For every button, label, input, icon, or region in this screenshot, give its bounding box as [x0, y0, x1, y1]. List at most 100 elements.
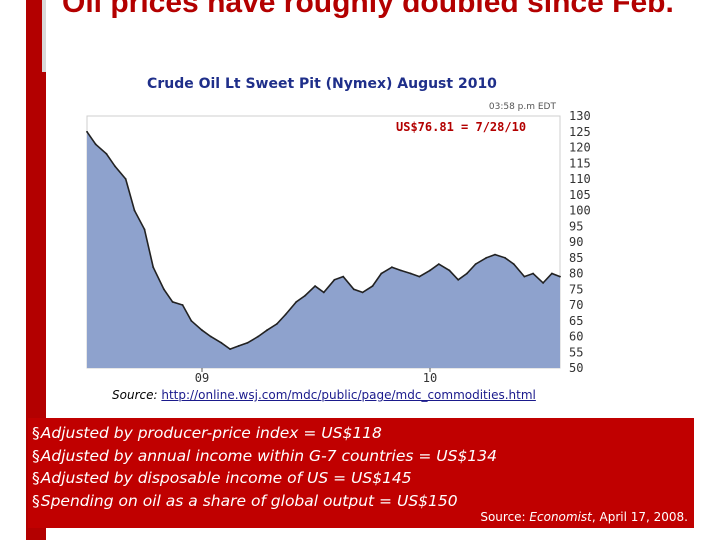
price-point [105, 152, 108, 155]
price-point [152, 266, 155, 269]
y-tick-label: 90 [569, 235, 583, 249]
y-tick-label: 60 [569, 330, 583, 344]
y-tick-label: 85 [569, 251, 583, 265]
price-point [466, 272, 468, 275]
price-point [409, 272, 412, 275]
adjusted-price-text: Adjusted by disposable income of US = US… [40, 469, 412, 487]
accent-bar-highlight [42, 0, 46, 72]
adjusted-price-box: §Adjusted by producer-price index = US$1… [28, 418, 694, 528]
price-point [352, 288, 355, 291]
y-tick-label: 50 [569, 361, 583, 375]
price-point [322, 291, 325, 294]
adjusted-price-text: Spending on oil as a share of global out… [40, 491, 458, 510]
price-point [314, 285, 316, 287]
note-source: Source: Economist, April 17, 2008. [480, 510, 688, 524]
y-tick-label: 115 [569, 156, 591, 170]
price-point [304, 294, 306, 297]
adjusted-price-item: §Adjusted by annual income within G-7 co… [32, 445, 497, 468]
price-point [559, 275, 561, 278]
adjusted-price-item: §Spending on oil as a share of global ou… [32, 490, 497, 513]
y-tick-label: 125 [569, 125, 591, 139]
source-label: Source: [112, 388, 158, 402]
price-point [399, 269, 402, 272]
price-point [474, 263, 477, 265]
price-point [504, 256, 506, 259]
price-point [512, 263, 515, 265]
price-point [448, 269, 451, 272]
price-point [229, 348, 232, 350]
price-point [237, 345, 240, 347]
y-tick-label: 120 [569, 141, 591, 155]
adjusted-price-item: §Adjusted by disposable income of US = U… [32, 467, 497, 490]
price-point [94, 143, 97, 146]
price-point [220, 341, 223, 344]
price-point [295, 301, 298, 303]
price-point [391, 266, 393, 269]
x-tick-label: 10 [423, 371, 437, 385]
y-tick-label: 95 [569, 219, 583, 233]
price-point [171, 301, 174, 303]
adjusted-price-text: Adjusted by annual income within G-7 cou… [40, 446, 497, 465]
price-point [181, 304, 184, 306]
chart-title: Crude Oil Lt Sweet Pit (Nymex) August 20… [147, 76, 497, 92]
price-point [380, 272, 383, 275]
y-tick-label: 100 [569, 204, 591, 218]
price-point [190, 319, 193, 322]
y-tick-label: 65 [569, 314, 583, 328]
price-point [163, 288, 165, 291]
price-point [437, 263, 440, 265]
y-tick-label: 110 [569, 172, 591, 186]
price-point [532, 272, 534, 275]
accent-bar [26, 0, 46, 540]
adjusted-price-list: §Adjusted by producer-price index = US$1… [32, 422, 497, 512]
source-link[interactable]: http://online.wsj.com/mdc/public/page/md… [161, 388, 536, 402]
x-tick-label: 09 [195, 371, 209, 385]
chart-source: Source: http://online.wsj.com/mdc/public… [112, 388, 536, 402]
price-point [551, 272, 553, 275]
adjusted-price-item: §Adjusted by producer-price index = US$1… [32, 422, 497, 445]
note-source-publication: Economist [529, 510, 592, 524]
y-tick-label: 75 [569, 282, 583, 296]
slide-title: Oil prices have roughly doubled since Fe… [62, 0, 674, 19]
note-source-prefix: Source: [480, 510, 526, 524]
price-point [361, 291, 364, 294]
price-point [143, 228, 146, 231]
y-tick-label: 105 [569, 188, 591, 202]
price-point [542, 282, 544, 284]
price-point [133, 209, 136, 212]
y-tick-label: 80 [569, 267, 583, 281]
price-point [429, 269, 431, 272]
price-point [266, 329, 268, 332]
price-point [86, 130, 88, 133]
price-point [284, 313, 287, 316]
price-point [485, 256, 488, 259]
price-point [457, 278, 460, 281]
price-point [124, 178, 127, 180]
price-point [114, 165, 116, 168]
note-source-date: , April 17, 2008. [591, 510, 688, 524]
price-chart: 5055606570758085909510010511011512012513… [86, 109, 591, 385]
chart-timestamp: 03:58 p.m EDT [488, 102, 556, 112]
price-area [87, 131, 560, 368]
price-point [523, 275, 526, 278]
y-tick-label: 55 [569, 345, 583, 359]
price-point [418, 275, 421, 278]
price-point [494, 253, 496, 256]
price-point [276, 323, 278, 325]
price-point [333, 278, 336, 281]
chart-panel: Crude Oil Lt Sweet Pit (Nymex) August 20… [84, 70, 628, 388]
price-point [257, 335, 260, 338]
adjusted-price-text: Adjusted by producer-price index = US$11… [40, 424, 382, 442]
price-point [209, 335, 212, 338]
bullet-icon: § [32, 446, 40, 465]
price-point [342, 275, 345, 278]
bullet-icon: § [32, 469, 40, 487]
price-point [246, 341, 249, 344]
price-point [201, 329, 203, 332]
bullet-icon: § [32, 424, 40, 442]
price-point [371, 285, 374, 287]
y-tick-label: 70 [569, 298, 583, 312]
price-annotation: US$76.81 = 7/28/10 [396, 120, 526, 134]
bullet-icon: § [32, 491, 40, 510]
